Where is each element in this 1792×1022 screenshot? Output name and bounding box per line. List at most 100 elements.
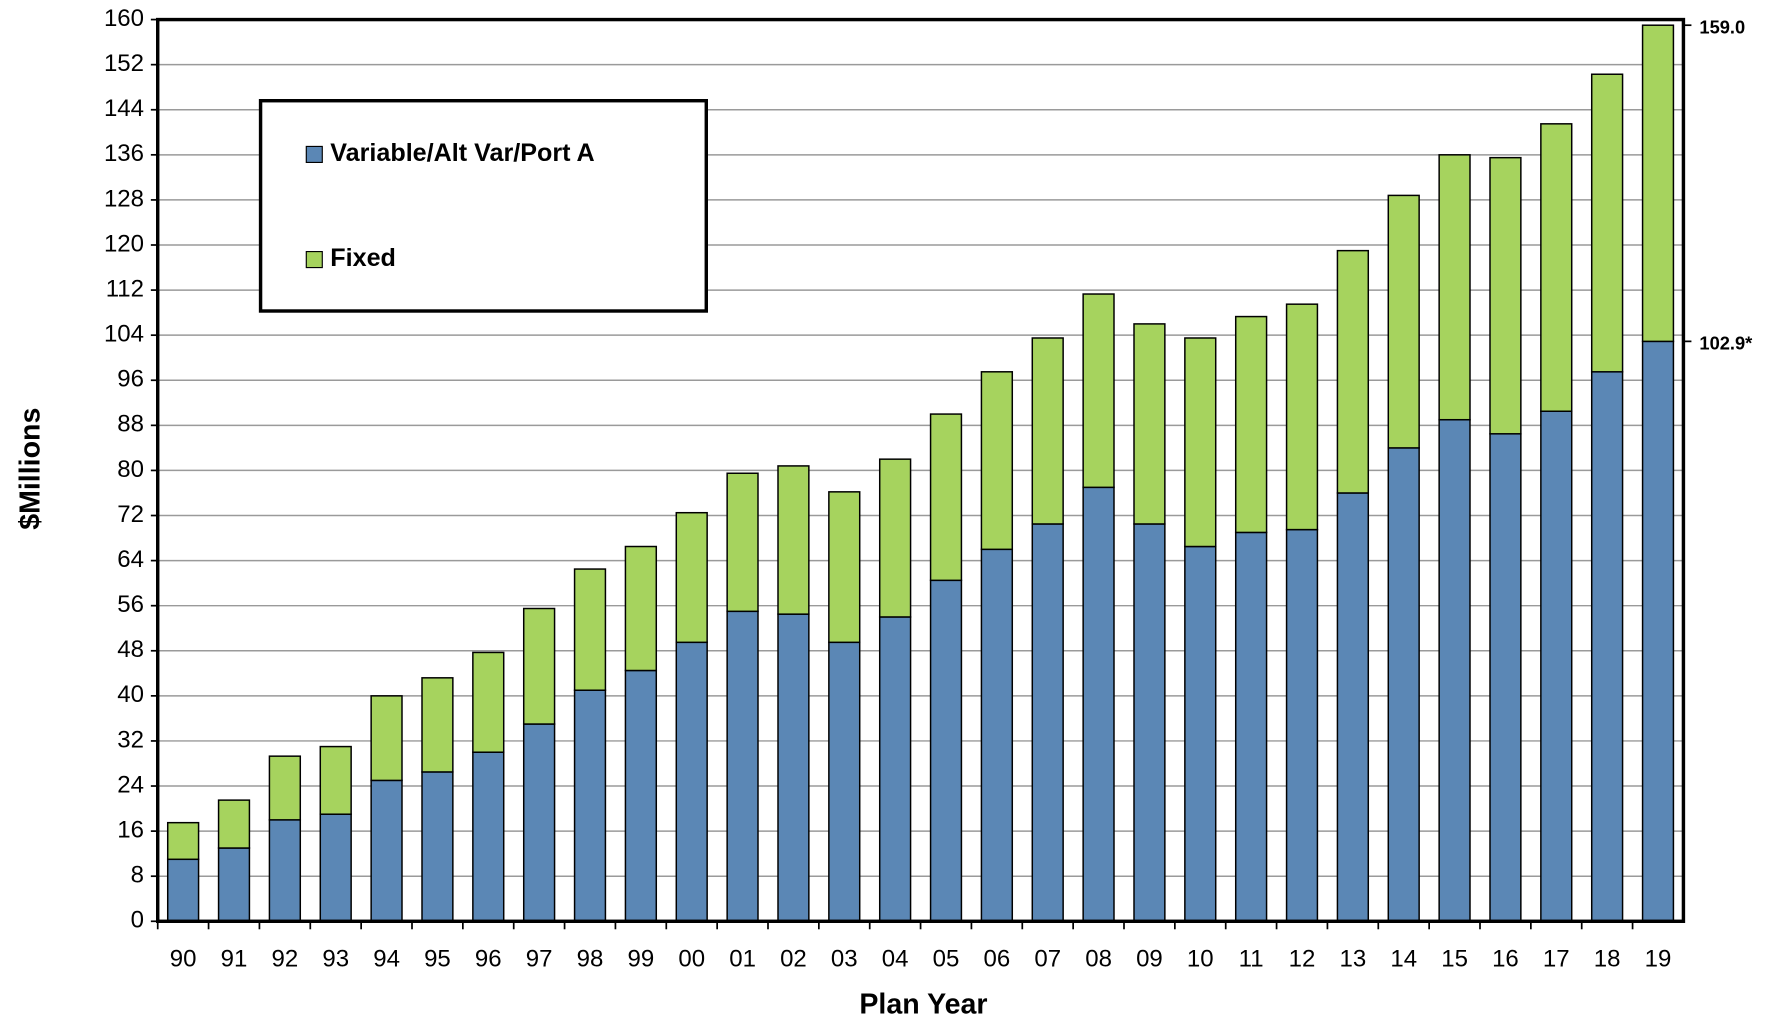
bar-segment [777, 613, 810, 923]
bar-segment [1285, 303, 1319, 531]
bar-segment [828, 641, 861, 923]
x-tick-label: 05 [933, 945, 960, 972]
x-tick-label: 94 [373, 945, 400, 972]
y-tick-label: 128 [104, 185, 144, 212]
bar-segment [217, 799, 251, 849]
x-tick-label: 03 [831, 945, 858, 972]
bar-segment [1438, 154, 1471, 421]
bar-segment [1234, 315, 1268, 534]
bar-segment [472, 751, 505, 923]
bar-segment [1641, 340, 1675, 923]
bar-segment [1540, 123, 1573, 412]
x-tick-label: 02 [780, 945, 807, 972]
bar-segment [1489, 433, 1522, 923]
bar-segment [929, 579, 963, 923]
bar-segment [726, 610, 759, 923]
x-tick-label: 08 [1085, 945, 1112, 972]
x-tick-label: 99 [628, 945, 655, 972]
y-tick-label: 16 [117, 816, 144, 843]
bar-segment [1133, 323, 1166, 525]
bar-segment [878, 458, 912, 618]
bar-segment [1387, 194, 1420, 449]
bar-segment [421, 677, 454, 773]
bar-segment [1285, 528, 1319, 923]
bar-segment [1082, 293, 1115, 489]
x-tick-label: 15 [1441, 945, 1468, 972]
y-tick-label: 152 [104, 50, 144, 77]
y-tick-label: 144 [104, 95, 144, 122]
y-tick-label: 112 [106, 275, 144, 302]
bar-segment [1336, 492, 1370, 923]
bar-segment [573, 689, 607, 923]
bar-segment [1184, 337, 1217, 548]
bar-segment [1082, 486, 1115, 923]
x-tick-label: 06 [984, 945, 1011, 972]
bar-segment [1590, 73, 1624, 373]
x-tick-label: 04 [882, 945, 909, 972]
y-tick-label: 72 [117, 501, 144, 528]
bar-segment [1641, 24, 1675, 343]
bar-segment [370, 695, 403, 782]
legend-swatch [305, 250, 323, 269]
x-tick-label: 11 [1239, 945, 1264, 972]
x-tick-label: 96 [475, 945, 502, 972]
annotation: 102.9* [1699, 333, 1753, 354]
y-tick-label: 160 [104, 5, 144, 32]
legend-swatch [305, 145, 323, 163]
bar-segment [319, 745, 352, 815]
bar-segment [573, 568, 607, 691]
bar-segment [980, 548, 1014, 923]
legend-label: Fixed [330, 244, 396, 272]
bar-segment [1540, 410, 1573, 923]
y-tick-label: 80 [117, 456, 144, 483]
x-tick-label: 90 [170, 945, 197, 972]
x-tick-label: 17 [1543, 945, 1570, 972]
x-tick-label: 13 [1340, 945, 1367, 972]
bar-segment [1590, 371, 1624, 923]
bar-segment [624, 669, 658, 923]
x-tick-label: 18 [1594, 945, 1621, 972]
x-tick-label: 16 [1492, 945, 1519, 972]
legend-label: Variable/Alt Var/Port A [330, 139, 594, 167]
bar-segment [624, 545, 658, 672]
x-tick-label: 00 [678, 945, 705, 972]
bar-segment [1234, 531, 1268, 923]
y-tick-label: 0 [131, 907, 144, 934]
x-tick-label: 93 [322, 945, 349, 972]
x-tick-label: 92 [272, 945, 299, 972]
y-tick-label: 104 [104, 321, 144, 348]
bar-segment [1387, 447, 1420, 923]
bar-segment [726, 472, 759, 613]
y-tick-label: 32 [117, 726, 144, 753]
bar-segment [929, 413, 963, 582]
y-tick-label: 8 [131, 862, 144, 889]
legend-box [258, 98, 708, 313]
x-tick-label: 10 [1187, 945, 1214, 972]
y-tick-label: 24 [117, 771, 144, 798]
bar-segment [980, 371, 1014, 551]
bar-segment [268, 755, 302, 821]
y-tick-label: 88 [117, 411, 144, 438]
x-tick-label: 19 [1645, 945, 1672, 972]
bar-segment [522, 607, 556, 725]
y-axis-label: $Millions [15, 408, 47, 530]
x-axis-label: Plan Year [859, 988, 987, 1020]
y-tick-label: 120 [104, 230, 144, 257]
y-tick-label: 136 [104, 140, 144, 167]
bar-segment [1133, 523, 1166, 923]
x-tick-label: 01 [729, 945, 756, 972]
bar-segment [1336, 249, 1370, 494]
bar-segment [217, 847, 251, 923]
annotation: 159.0 [1699, 16, 1745, 37]
y-tick-label: 40 [117, 681, 144, 708]
y-tick-label: 96 [117, 366, 144, 393]
y-tick-label: 64 [117, 546, 144, 573]
bar-segment [166, 821, 200, 861]
bar-segment [1489, 156, 1522, 435]
bar-segment [1031, 337, 1064, 525]
bar-segment [319, 813, 352, 923]
bar-segment [268, 819, 302, 923]
x-tick-label: 91 [221, 945, 248, 972]
